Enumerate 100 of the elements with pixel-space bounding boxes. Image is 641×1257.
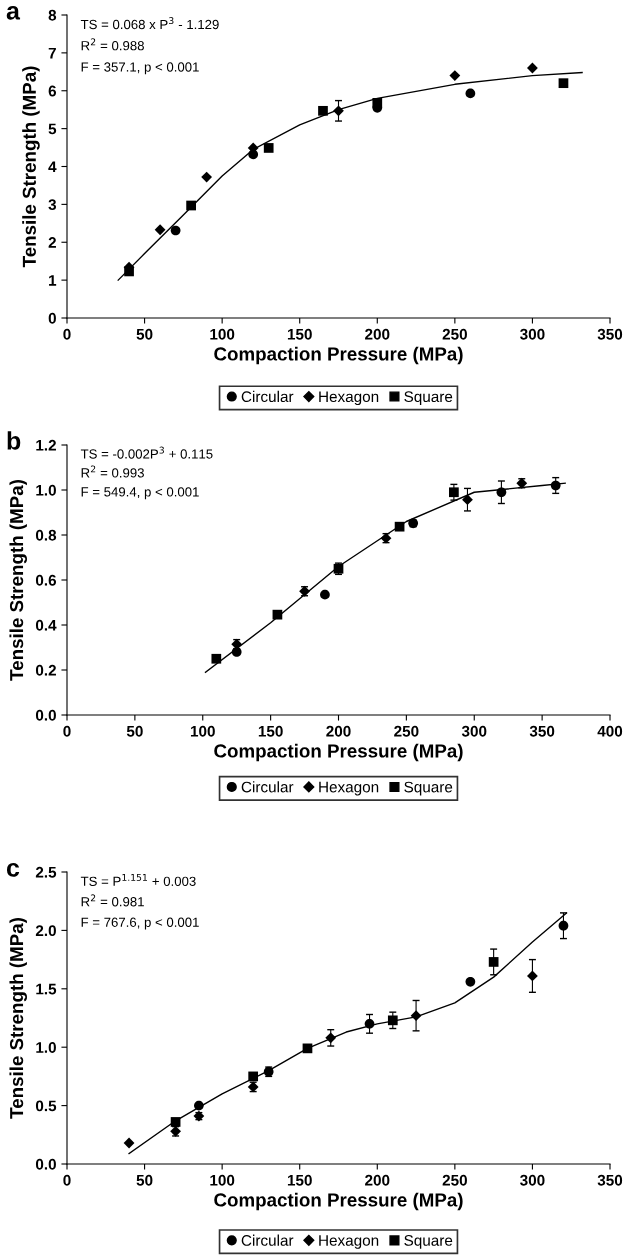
- legend-label: Square: [404, 781, 453, 796]
- x-tick-label: 350: [529, 725, 555, 737]
- point: [154, 224, 166, 236]
- y-tick-label: 5: [48, 123, 57, 135]
- y-tick-label: 0.5: [35, 1100, 57, 1112]
- annotation: F = 767.6, p < 0.001: [81, 917, 199, 930]
- line-series: [204, 482, 566, 673]
- y-axis-title: Tensile Strength (MPa): [22, 66, 40, 268]
- x-tick-label: 300: [520, 1174, 545, 1186]
- point: [462, 494, 473, 506]
- y-tick-label: 2.5: [35, 866, 57, 878]
- x-tick-label: 250: [442, 328, 467, 340]
- y-axis-title: Tensile Strength (MPa): [9, 480, 28, 681]
- x-tick-label: 350: [597, 328, 623, 340]
- x-tick-label: 250: [442, 1174, 467, 1186]
- point: [364, 1018, 375, 1029]
- point: [558, 920, 569, 931]
- y-axis-title: Tensile Strength (MPa): [9, 918, 28, 1119]
- y-tick-label: 7: [48, 47, 56, 59]
- y-tick-label: 0.4: [35, 619, 57, 631]
- x-tick-label: 50: [136, 328, 153, 340]
- x-axis-title: Compaction Pressure (MPa): [214, 743, 463, 762]
- x-tick-label: 0: [63, 328, 71, 340]
- annotation: F = 549.4, p < 0.001: [81, 487, 199, 500]
- y-tick-label: 0.8: [35, 529, 57, 541]
- x-tick-label: 50: [126, 725, 143, 737]
- x-tick-label: 200: [365, 1174, 390, 1186]
- x-tick-label: 0: [63, 1174, 71, 1186]
- x-tick-label: 150: [287, 328, 312, 340]
- point: [410, 1010, 422, 1022]
- point: [318, 105, 328, 116]
- text: b: [7, 431, 21, 450]
- y-tick-label: 0.2: [35, 664, 56, 676]
- annotation: R$^{2}$ = 0.981: [81, 894, 144, 907]
- point: [325, 1032, 337, 1044]
- point: [394, 521, 405, 532]
- legend-label: Hexagon: [319, 1235, 379, 1249]
- point: [248, 1071, 259, 1082]
- point: [170, 1117, 181, 1127]
- x-tick-label: 250: [394, 725, 419, 737]
- y-tick-label: 0.6: [35, 574, 57, 586]
- x-tick-label: 200: [326, 725, 351, 737]
- y-tick-label: 1.0: [36, 1042, 56, 1053]
- point: [170, 225, 181, 236]
- y-tick-label: 2.0: [35, 925, 56, 937]
- y-tick-label: 1.5: [36, 983, 57, 995]
- annotation: F = 357.1, p < 0.001: [81, 62, 199, 75]
- y-tick-label: 0.0: [35, 1158, 56, 1170]
- y-tick-label: 1: [49, 275, 57, 286]
- y-tick-label: 2: [48, 237, 56, 248]
- y-tick-label: 1.0: [36, 484, 56, 496]
- annotation: R$^{2}$ = 0.988: [81, 38, 144, 51]
- x-tick-label: 100: [190, 725, 215, 737]
- y-tick-label: 8: [48, 9, 57, 21]
- x-tick-label: 200: [365, 328, 390, 340]
- y-tick-label: 6: [48, 85, 57, 97]
- x-tick-label: 300: [461, 725, 487, 737]
- text: c: [6, 863, 20, 877]
- y-tick-label: 1.2: [36, 439, 56, 451]
- point: [248, 149, 259, 160]
- legend-label: Square: [404, 391, 453, 406]
- x-axis-title: Compaction Pressure (MPa): [214, 346, 463, 365]
- x-tick-label: 150: [258, 725, 283, 737]
- x-axis-title: Compaction Pressure (MPa): [214, 1192, 463, 1211]
- point: [496, 487, 507, 498]
- point: [449, 487, 459, 498]
- x-tick-label: 400: [597, 725, 623, 737]
- annotation: TS = 0.068 x P$^{3}$ - 1.129: [80, 17, 219, 30]
- point: [449, 70, 461, 81]
- x-tick-label: 50: [136, 1174, 153, 1186]
- point: [123, 1137, 135, 1149]
- point: [231, 647, 242, 657]
- x-tick-label: 300: [520, 328, 545, 340]
- annotation: R$^{2}$ = 0.993: [81, 465, 144, 478]
- legend-label: Hexagon: [319, 391, 379, 406]
- point: [387, 1015, 398, 1026]
- point: [333, 105, 344, 117]
- legend-label: Circular: [241, 390, 294, 403]
- point: [465, 976, 476, 987]
- point: [320, 589, 330, 600]
- point: [201, 171, 213, 183]
- legend-label: Circular: [241, 1234, 294, 1246]
- legend-label: Circular: [241, 781, 294, 793]
- point: [186, 200, 196, 211]
- x-tick-label: 350: [597, 1174, 623, 1186]
- point: [263, 143, 274, 153]
- annotation: TS = -0.002P$^{3}$ + 0.115: [80, 446, 213, 459]
- point: [558, 78, 569, 89]
- y-tick-label: 0.0: [35, 709, 56, 721]
- annotation: TS = P$^{1.151}$ + 0.003: [80, 874, 196, 886]
- x-tick-label: 150: [287, 1174, 312, 1186]
- point: [527, 970, 538, 982]
- point: [550, 480, 561, 491]
- legend-label: Square: [404, 1235, 453, 1249]
- legend-label: Hexagon: [319, 781, 379, 796]
- text: a: [6, 6, 21, 20]
- point: [194, 1100, 204, 1111]
- point: [272, 609, 283, 620]
- x-tick-label: 100: [210, 1174, 235, 1186]
- x-tick-label: 0: [63, 725, 71, 737]
